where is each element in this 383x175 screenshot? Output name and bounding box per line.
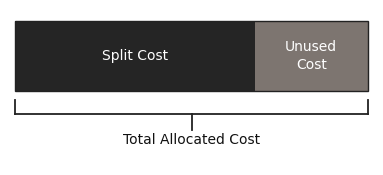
Text: Unused
Cost: Unused Cost xyxy=(285,40,337,72)
Text: Split Cost: Split Cost xyxy=(102,49,168,63)
Bar xyxy=(15,21,368,91)
Bar xyxy=(255,21,368,91)
Bar xyxy=(15,21,255,91)
Text: Total Allocated Cost: Total Allocated Cost xyxy=(123,133,260,147)
